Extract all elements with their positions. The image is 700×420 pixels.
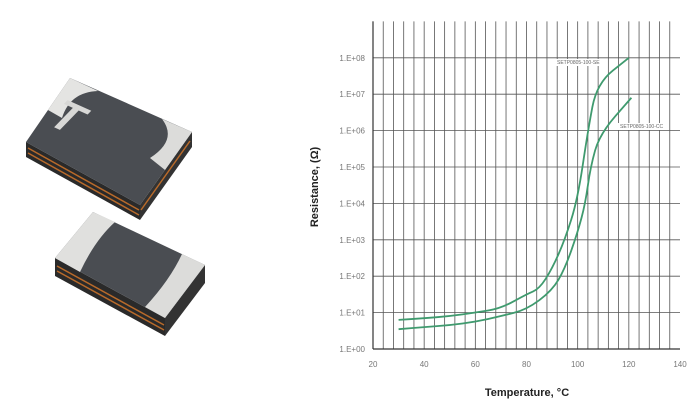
series-line-2 [398,97,633,331]
y-tick-label: 1.E+01 [339,309,365,318]
chart-grid [372,21,680,350]
y-tick-label: 1.E+05 [339,163,365,172]
y-tick-label: 1.E+02 [339,272,365,281]
series-label-1: SETP0805-100-SE [557,60,600,66]
ptc-fuse-product-photo: T [26,78,205,336]
x-tick-label: 40 [420,360,429,369]
series-label-bg [618,123,668,130]
chip-top: T [26,78,192,220]
series-lines [398,57,633,331]
x-tick-label: 120 [622,360,636,369]
y-tick-label: 1.E+08 [339,54,365,63]
x-axis-title: Temperature, °C [485,387,569,399]
series-label-bg [555,59,605,66]
x-tick-label: 140 [673,360,687,369]
series-labels: SETP0805-100-SE SETP0805-100-CC [555,59,668,130]
x-tick-label: 100 [571,360,585,369]
y-tick-labels: 1.E+00 1.E+01 1.E+02 1.E+03 1.E+04 1.E+05 1.E+… [339,54,365,354]
x-tick-label: 80 [522,360,531,369]
x-tick-label: 20 [369,360,378,369]
x-tick-label: 60 [471,360,480,369]
y-tick-label: 1.E+06 [339,127,365,136]
y-tick-label: 1.E+00 [339,345,365,354]
y-tick-label: 1.E+07 [339,90,365,99]
series-line-1 [398,57,630,321]
x-tick-labels: 20 40 60 80 100 120 140 [369,360,688,369]
y-tick-label: 1.E+03 [339,236,365,245]
y-tick-label: 1.E+04 [339,199,365,208]
series-label-2: SETP0805-100-CC [620,124,663,130]
chip-bottom [55,212,205,336]
y-axis-title: Resistance, (Ω) [309,146,321,227]
